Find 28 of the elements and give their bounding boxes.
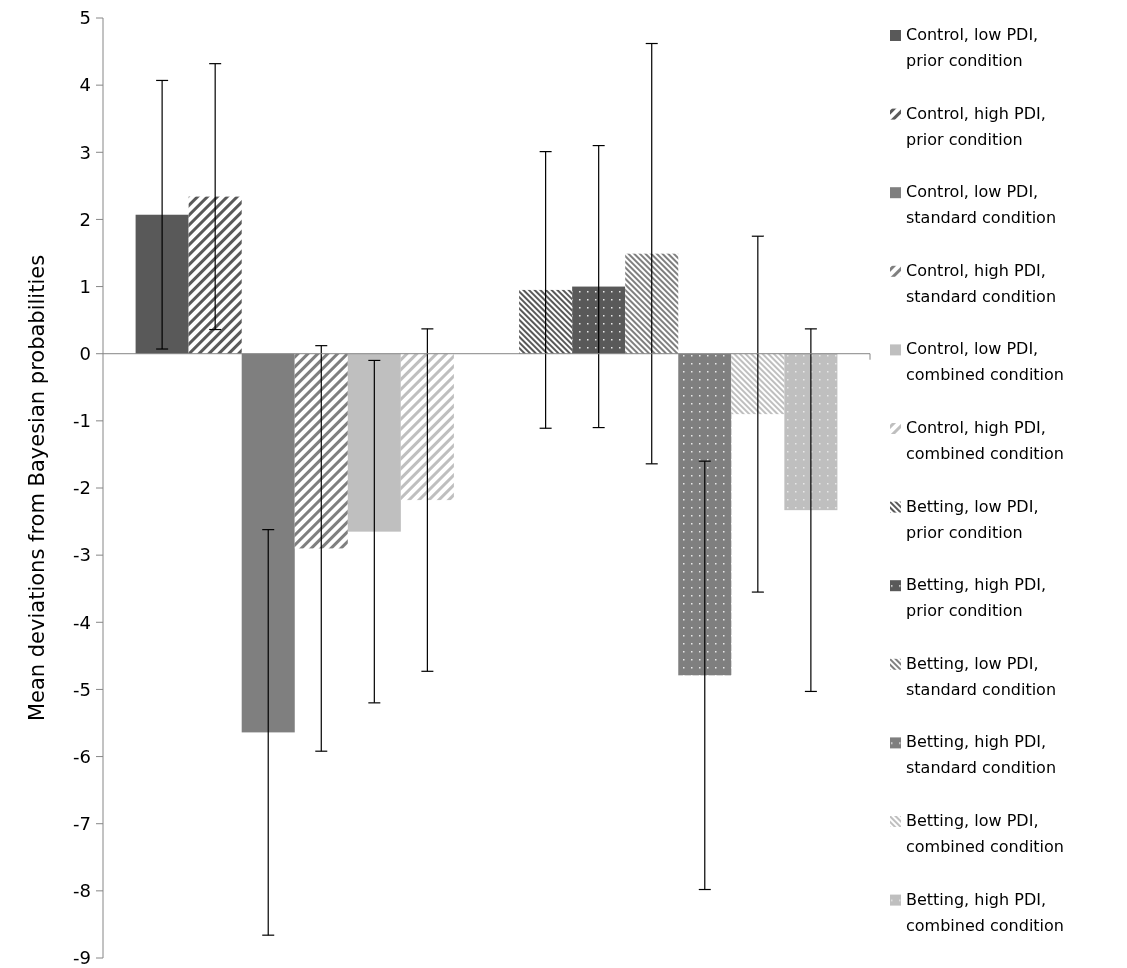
legend-label: Control, high PDI, combined condition	[906, 418, 1064, 463]
y-tick-label: 1	[79, 275, 91, 297]
y-tick-label: 4	[79, 74, 91, 96]
y-tick-label: -6	[73, 745, 91, 767]
y-tick-label: -1	[73, 410, 91, 432]
legend-label: Betting, low PDI, prior condition	[906, 496, 1039, 542]
y-tick-label: 0	[79, 343, 91, 365]
y-tick-label: -2	[73, 477, 91, 499]
legend-label: Control, low PDI, combined condition	[906, 339, 1064, 385]
y-axis-title: Mean deviations from Bayesian probabilities	[25, 254, 49, 722]
legend-label: Control, low PDI, prior condition	[906, 25, 1039, 70]
y-tick-label: 2	[79, 208, 91, 230]
legend-label: Control, low PDI, standard condition	[906, 182, 1057, 228]
y-tick-label: 3	[79, 141, 91, 163]
legend-label: Betting, low PDI, standard condition	[906, 653, 1057, 699]
legend-label: Control, high PDI, standard condition	[906, 260, 1057, 306]
legend-label: Betting, high PDI, combined condition	[906, 889, 1064, 935]
y-tick-label: -9	[73, 947, 91, 968]
legend-label: Control, high PDI, prior condition	[906, 103, 1046, 149]
y-tick-label: -5	[73, 678, 91, 700]
y-tick-label: -8	[73, 880, 91, 902]
legend-label: Betting, high PDI, prior condition	[906, 575, 1047, 621]
legend-label: Betting, high PDI, standard condition	[906, 732, 1057, 778]
y-tick-label: -4	[73, 611, 91, 633]
y-tick-label: 5	[79, 7, 91, 29]
y-tick-label: -7	[73, 813, 91, 835]
legend-label: Betting, low PDI, combined condition	[906, 811, 1064, 856]
y-tick-label: -3	[73, 544, 91, 566]
